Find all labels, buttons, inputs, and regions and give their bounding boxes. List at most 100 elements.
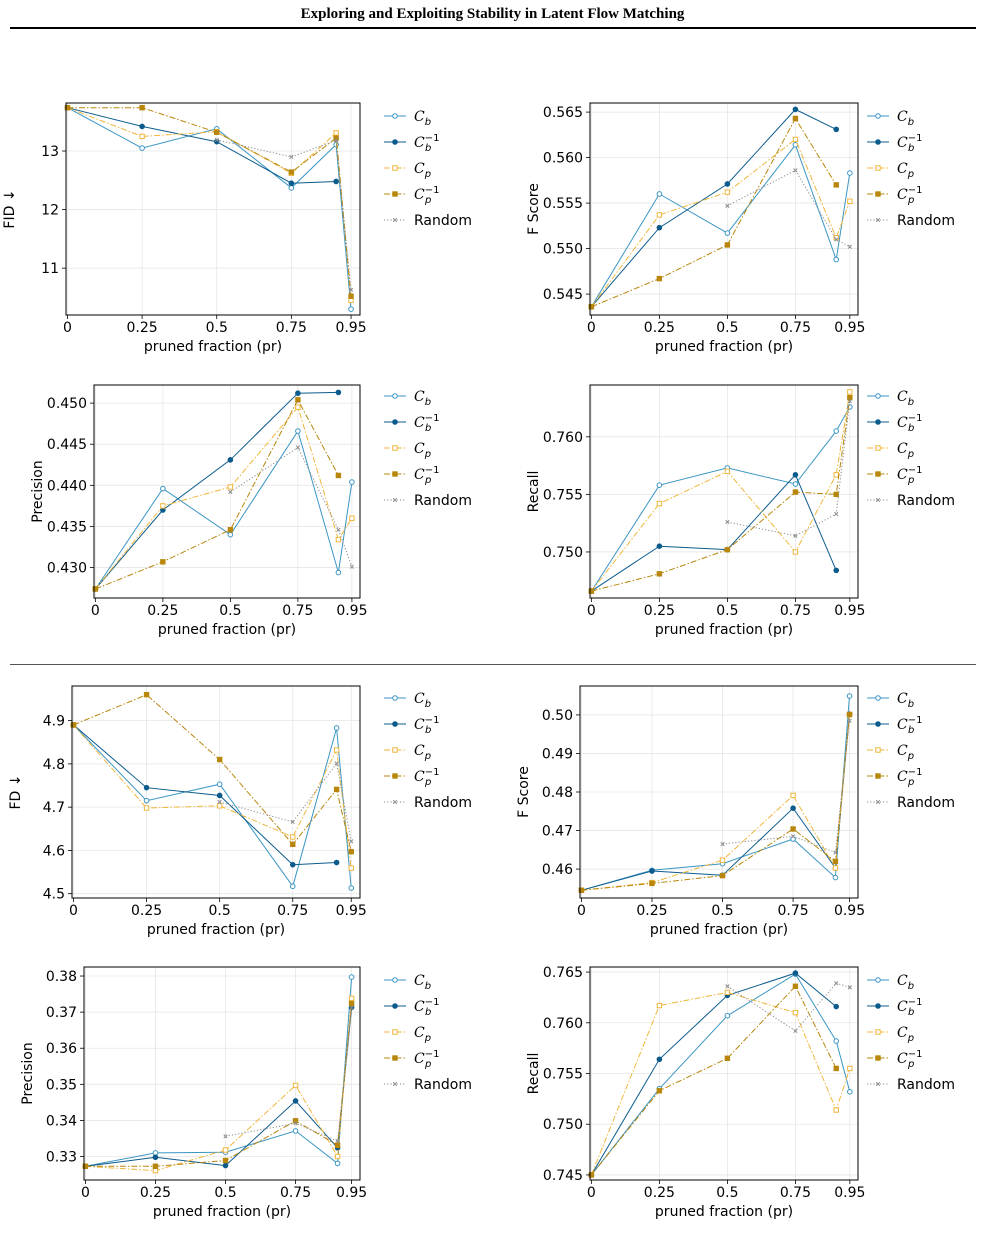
series-line-Cbi — [85, 1007, 353, 1167]
data-point-Cp — [292, 1082, 299, 1089]
data-point-Rand-b — [223, 1134, 228, 1139]
legend-symbol: C — [414, 691, 425, 707]
series-line-Cbi — [590, 972, 837, 1176]
legend-marker-Cbi — [875, 721, 881, 727]
data-point-Cpi — [288, 169, 295, 175]
data-point-Rand-b — [793, 1028, 798, 1034]
data-point-Rand-b — [725, 519, 730, 525]
legend-label-Rand: Random — [897, 213, 955, 229]
x-tick-label: 0.95 — [834, 1185, 865, 1201]
legend-symbol: C — [897, 1051, 908, 1067]
legend-subscript: b — [908, 725, 914, 736]
data-point-Cpi — [92, 586, 99, 592]
data-point-Cb — [160, 485, 166, 492]
series-line-Cp — [85, 998, 353, 1172]
y-tick-label: 0.435 — [47, 519, 87, 535]
chart-6: 0 0.25 0.5 0.75 0.95 0.33 0.34 0.35 0.36 0.37 0.38… — [20, 966, 472, 1220]
y-tick-label: 4.9 — [43, 714, 65, 730]
x-tick-label: 0.75 — [778, 903, 809, 919]
x-tick-label: 0.95 — [336, 903, 367, 919]
legend-marker-Cbi — [392, 1003, 398, 1009]
series-line-Rand — [727, 401, 851, 537]
x-tick-label: 0 — [587, 1185, 596, 1201]
x-tick-label: 0.25 — [127, 320, 158, 336]
x-tick-label: 0.5 — [716, 320, 738, 336]
data-point-Cb — [348, 885, 355, 891]
data-point-Rand — [349, 839, 354, 844]
data-point-Cp — [656, 500, 663, 507]
data-point-Cp — [847, 389, 853, 395]
legend-superscript: −1 — [425, 1049, 440, 1060]
series-line-Rand — [230, 446, 353, 567]
data-point-Cp — [792, 136, 799, 143]
legend-superscript: −1 — [908, 133, 923, 144]
data-point-Rand — [793, 533, 798, 538]
data-point-Cpi — [227, 527, 234, 533]
data-point-Rand-b — [348, 287, 354, 292]
data-point-Rand — [217, 799, 222, 805]
data-point-Cp — [335, 536, 342, 543]
y-tick-label: 4.6 — [43, 843, 65, 859]
data-point-Rand — [333, 138, 339, 143]
plot-frame — [83, 966, 361, 1181]
data-point-Rand-b — [847, 398, 852, 404]
x-tick-label: 0.95 — [335, 320, 366, 336]
series-line-Cpi — [591, 397, 851, 592]
legend-subscript: b — [425, 397, 431, 408]
y-tick-label: 0.46 — [542, 862, 573, 878]
data-point-Cpi — [724, 242, 731, 248]
data-point-Rand-b — [349, 1005, 354, 1010]
y-tick-label: 12 — [41, 203, 59, 219]
data-point-Cpi — [335, 472, 342, 479]
legend-label-Cbi: C−1 b — [897, 133, 922, 154]
data-point-Rand — [290, 819, 295, 825]
data-point-Cp — [790, 792, 796, 799]
x-axis-label: pruned fraction (pr) — [153, 1204, 291, 1220]
data-point-Rand-b — [834, 981, 839, 986]
legend-marker-Cp — [392, 747, 398, 753]
legend-marker-Cb — [392, 113, 398, 119]
legend-subscript: b — [908, 423, 914, 434]
data-point-Cpi — [724, 1055, 731, 1061]
series-line-Cp — [73, 724, 352, 869]
legend-label-Cpi: C−1 p — [414, 1049, 439, 1070]
x-tick-label: 0.95 — [336, 1185, 367, 1201]
x-tick-label: 0.25 — [636, 903, 667, 919]
x-tick-label: 0.95 — [336, 603, 367, 619]
legend-symbol: C — [414, 187, 425, 203]
series-line-Cbi — [67, 107, 337, 184]
legend-subscript: p — [424, 777, 431, 788]
data-point-Cpi — [214, 129, 220, 135]
legend-symbol: C — [897, 389, 908, 405]
series-line-Cp — [590, 991, 851, 1176]
x-axis-label: pruned fraction (pr) — [147, 922, 285, 938]
x-tick-label: 0.25 — [147, 603, 178, 619]
chart-4: 0 0.25 0.5 0.75 0.95 4.5 4.6 4.7 4.8 4.9 pruned fr… — [8, 685, 472, 938]
legend-marker-Cb — [875, 977, 881, 983]
data-point-Cb — [288, 185, 295, 191]
data-point-Rand — [834, 981, 839, 986]
series-line-Rand — [722, 720, 850, 854]
data-point-Cb — [349, 479, 355, 485]
y-axis-label: FD ↓ — [8, 774, 24, 809]
legend-superscript: −1 — [425, 465, 440, 476]
data-point-Cp — [222, 1147, 229, 1153]
legend-symbol: C — [414, 717, 425, 733]
data-point-Cb — [792, 481, 799, 487]
legend-label-Cpi: C−1 p — [897, 767, 922, 788]
legend-marker-Rand-b — [392, 1081, 398, 1087]
data-point-Cb — [847, 170, 853, 176]
data-point-Rand — [725, 519, 730, 525]
series-line-Rand — [225, 1007, 353, 1142]
data-point-Cb — [348, 306, 354, 312]
data-point-Cpi — [152, 1163, 159, 1169]
legend-marker-Cp — [392, 445, 398, 451]
data-point-Cpi — [222, 1157, 229, 1164]
data-point-Cpi — [790, 826, 796, 832]
data-point-Cb — [292, 1128, 299, 1134]
data-point-Cp — [143, 805, 150, 811]
legend-symbol: C — [897, 161, 908, 177]
data-point-Cpi — [348, 849, 354, 855]
x-axis-label: pruned fraction (pr) — [650, 922, 788, 938]
